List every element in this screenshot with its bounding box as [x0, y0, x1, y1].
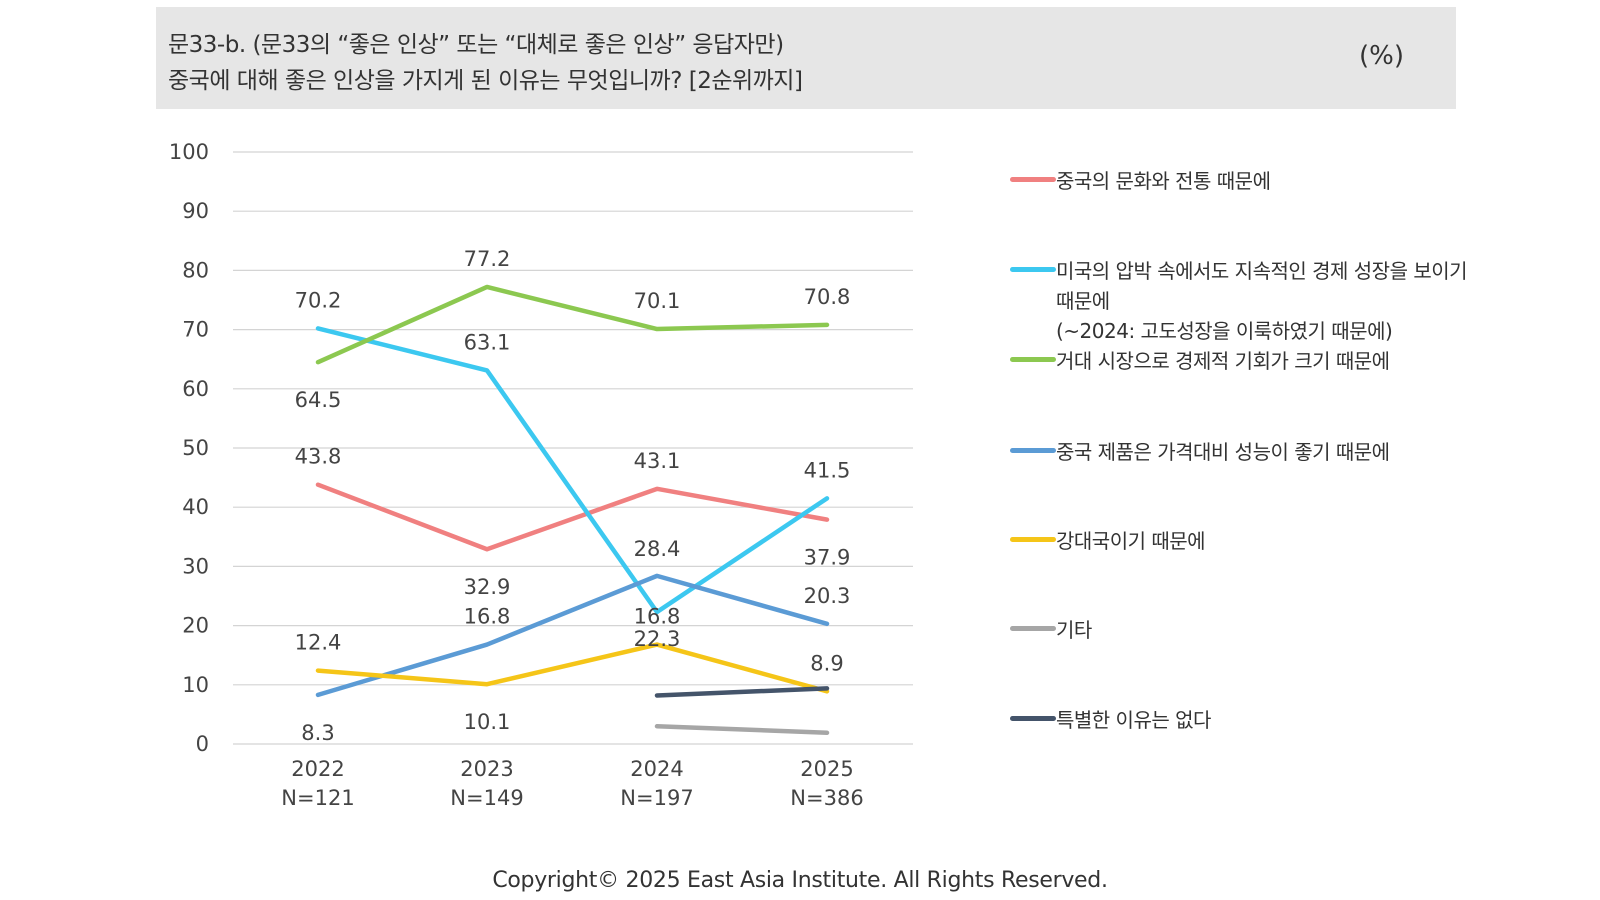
y-tick-label: 60	[182, 377, 209, 401]
data-label: 43.1	[634, 449, 681, 473]
data-label: 10.1	[464, 710, 511, 734]
legend-swatch	[1010, 716, 1056, 721]
data-label: 70.1	[634, 289, 681, 313]
y-tick-label: 70	[182, 318, 209, 342]
legend-item: 특별한 이유는 없다	[1010, 705, 1211, 735]
legend-swatch	[1010, 448, 1056, 453]
x-tick-label: 2024	[630, 757, 683, 781]
series-line	[315, 284, 830, 365]
data-label: 28.4	[634, 537, 681, 561]
data-label: 8.3	[301, 721, 334, 745]
x-tick-sublabel: N=149	[450, 786, 523, 810]
legend-label: 기타	[1056, 618, 1092, 642]
x-tick-label: 2023	[460, 757, 513, 781]
y-tick-label: 100	[169, 140, 209, 164]
y-tick-label: 30	[182, 554, 209, 578]
legend-swatch	[1010, 267, 1056, 272]
series-line	[315, 482, 830, 552]
chart-title-line-1: 문33-b. (문33의 “좋은 인상” 또는 “대체로 좋은 인상” 응답자만…	[168, 32, 784, 58]
legend-label: 강대국이기 때문에	[1056, 529, 1206, 553]
data-label: 12.4	[295, 631, 342, 655]
chart-header: 문33-b. (문33의 “좋은 인상” 또는 “대체로 좋은 인상” 응답자만…	[156, 7, 1456, 109]
data-label: 64.5	[295, 388, 342, 412]
legend-swatch	[1010, 537, 1056, 542]
x-tick-sublabel: N=386	[790, 786, 863, 810]
y-tick-label: 0	[196, 732, 209, 756]
data-label: 77.2	[464, 247, 511, 271]
y-tick-label: 90	[182, 199, 209, 223]
legend-item: 중국의 문화와 전통 때문에	[1010, 166, 1271, 196]
series-line	[654, 686, 830, 698]
copyright-footer: Copyright© 2025 East Asia Institute. All…	[492, 868, 1108, 893]
series-line	[315, 573, 830, 698]
data-label: 32.9	[464, 575, 511, 599]
line-chart: 0 10 20 30 40 50 60 70 80 90 100 2022 N=121 2023 N=149…	[169, 140, 913, 810]
data-label: 41.5	[804, 458, 851, 482]
data-label: 16.8	[634, 605, 681, 629]
series-line	[315, 642, 830, 694]
legend-label: 미국의 압박 속에서도 지속적인 경제 성장을 보이기 때문에 (~2024: …	[1056, 259, 1468, 343]
y-tick-label: 80	[182, 258, 209, 282]
legend-label: 중국의 문화와 전통 때문에	[1056, 169, 1271, 193]
legend-label: 특별한 이유는 없다	[1056, 708, 1211, 732]
unit-label: (%)	[1359, 41, 1404, 71]
legend-item: 거대 시장으로 경제적 기회가 크기 때문에	[1010, 346, 1390, 376]
x-tick-sublabel: N=197	[620, 786, 693, 810]
legend-item: 강대국이기 때문에	[1010, 526, 1206, 556]
legend-item: 미국의 압박 속에서도 지속적인 경제 성장을 보이기 때문에 (~2024: …	[1010, 256, 1490, 346]
chart-title-line-2: 중국에 대해 좋은 인상을 가지게 된 이유는 무엇입니까? [2순위까지]	[168, 68, 803, 94]
x-tick-label: 2025	[800, 757, 853, 781]
y-tick-label: 40	[182, 495, 209, 519]
data-label: 22.3	[634, 627, 681, 651]
legend-item: 중국 제품은 가격대비 성능이 좋기 때문에	[1010, 437, 1390, 467]
data-label: 20.3	[804, 584, 851, 608]
legend-swatch	[1010, 177, 1056, 182]
data-label: 37.9	[804, 546, 851, 570]
data-label: 70.2	[295, 288, 342, 312]
x-tick-label: 2022	[291, 757, 344, 781]
legend-swatch	[1010, 357, 1056, 362]
legend-swatch	[1010, 626, 1056, 631]
y-tick-label: 10	[182, 673, 209, 697]
y-tick-label: 20	[182, 614, 209, 638]
series-line	[654, 723, 830, 736]
legend-label: 중국 제품은 가격대비 성능이 좋기 때문에	[1056, 440, 1390, 464]
data-label: 8.9	[810, 651, 843, 675]
legend-item: 기타	[1010, 615, 1092, 645]
data-label: 16.8	[464, 605, 511, 629]
data-label: 70.8	[804, 285, 851, 309]
data-label: 43.8	[295, 445, 342, 469]
data-label: 63.1	[464, 330, 511, 354]
y-tick-label: 50	[182, 436, 209, 460]
x-tick-sublabel: N=121	[281, 786, 354, 810]
series-line	[315, 326, 830, 615]
legend-label: 거대 시장으로 경제적 기회가 크기 때문에	[1056, 349, 1390, 373]
